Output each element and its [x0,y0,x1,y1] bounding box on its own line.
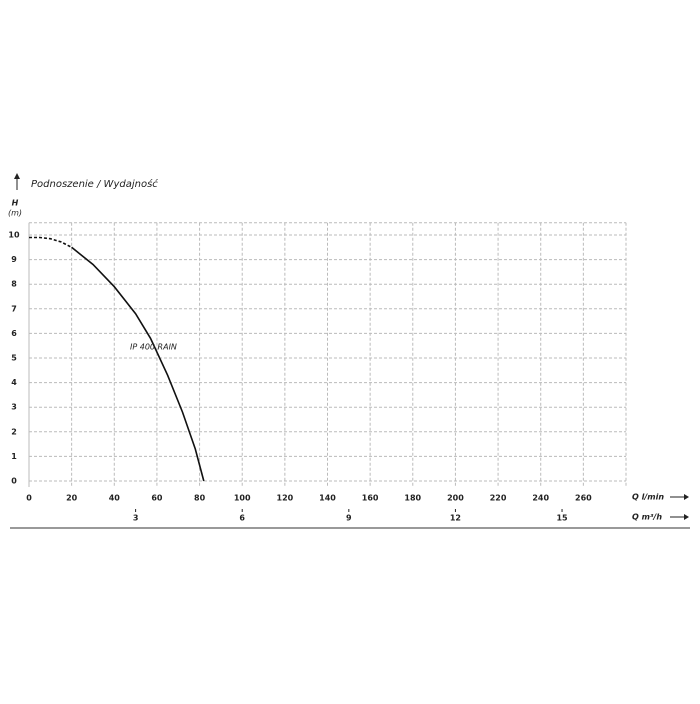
x2-tick-label: 3 [133,514,139,523]
axis-arrowhead [14,173,20,179]
y-label: H [12,199,19,208]
x-tick-label: 20 [66,494,78,503]
y-tick-label: 3 [11,403,17,412]
x-tick-label: 60 [151,494,163,503]
curve [29,236,72,249]
y-tick-label: 1 [11,452,17,461]
y-tick-label: 5 [11,354,17,363]
x2-tick-label: 6 [239,514,245,523]
x2-tick-label: 9 [346,514,352,523]
x-tick-label: 240 [532,494,549,503]
x-tick-label: 40 [109,494,121,503]
axis-arrowhead [684,494,689,500]
x2-label: Q m³/h [632,513,662,522]
x-tick-label: 200 [447,494,464,503]
axis-arrowhead [684,514,689,520]
curve-label: IP 400 RAIN [130,343,177,352]
chart-title: Podnoszenie / Wydajność [31,178,158,190]
x-tick-label: 260 [575,494,592,503]
y-tick-label: 0 [11,477,17,486]
y-tick-label: 2 [11,427,17,436]
y-tick-label: 6 [11,329,17,338]
x-tick-label: 140 [319,494,336,503]
y-tick-label: 7 [11,304,17,313]
curve [71,246,205,482]
y-unit: (m) [8,209,22,218]
x-tick-label: 160 [362,494,379,503]
x2-tick-label: 12 [450,514,461,523]
x2-tick-label: 15 [556,514,568,523]
x-tick-label: 120 [277,494,294,503]
x-tick-label: 180 [404,494,421,503]
y-tick-label: 8 [11,280,17,289]
x-tick-label: 0 [26,494,32,503]
x-tick-label: 100 [234,494,251,503]
x-tick-label: 220 [490,494,507,503]
x-tick-label: 80 [194,494,206,503]
y-tick-label: 4 [11,378,17,387]
x-label: Q l/min [632,493,664,502]
y-tick-label: 9 [11,255,17,264]
y-tick-label: 10 [8,231,20,240]
